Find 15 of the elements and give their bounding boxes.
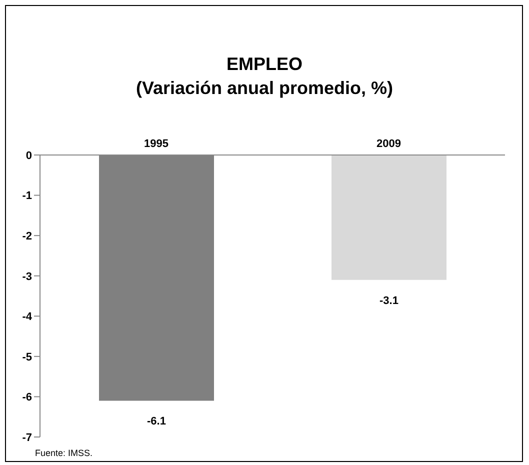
chart-title: EMPLEO <box>225 53 304 76</box>
data-label: -6.1 <box>147 416 166 428</box>
y-tick-label: -6 <box>22 392 32 404</box>
x-tick-label: 1995 <box>144 138 168 150</box>
y-tick-label: -5 <box>22 351 32 364</box>
y-tick-label: 0 <box>26 150 32 162</box>
y-tick-label: -4 <box>22 311 33 324</box>
y-tick-label: -7 <box>22 432 32 444</box>
y-tick-label: -1 <box>22 190 32 202</box>
data-label: -3.1 <box>380 294 398 307</box>
chart-subtitle: (Variación anual promedio, %) <box>134 77 394 100</box>
y-tick-label: -3 <box>22 270 32 283</box>
y-tick-label: -2 <box>22 230 32 242</box>
x-tick-label: 2009 <box>376 138 401 150</box>
source-note: Fuente: IMSS. <box>35 448 93 458</box>
